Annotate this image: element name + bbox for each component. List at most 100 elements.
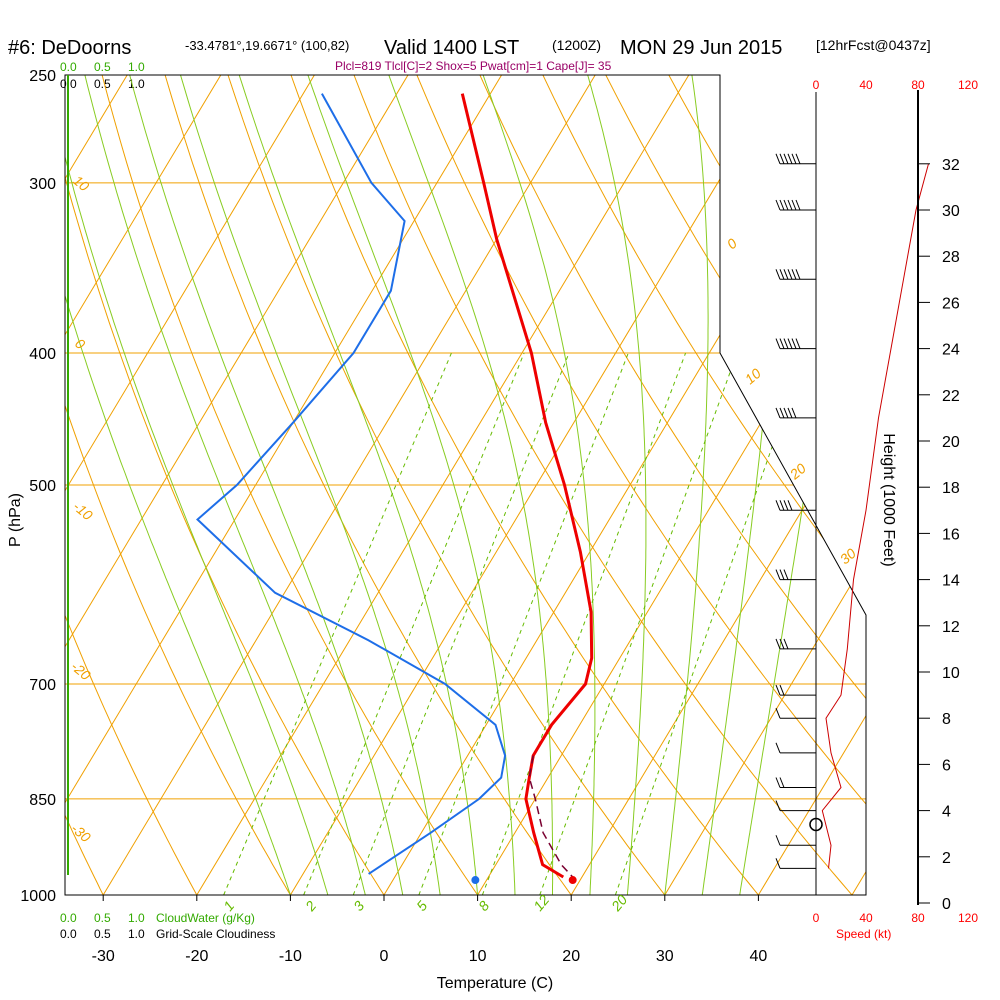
- height-tick-label: 32: [942, 157, 960, 174]
- mixing-ratio-line: [418, 352, 629, 895]
- temperature-tick-label: 30: [656, 948, 674, 965]
- moist-adiabat-line: [65, 75, 329, 895]
- isotherm-line: [477, 75, 866, 895]
- speed-tick-label-top: 80: [911, 78, 925, 92]
- speed-tick-label-top: 40: [859, 78, 873, 92]
- cloud-scale-bottom-green-1: 0.5: [94, 911, 111, 925]
- temperature-line: [460, 93, 594, 879]
- dry-adiabat-label: -30: [68, 820, 94, 845]
- temperature-tick-label: 0: [380, 948, 389, 965]
- mixing-ratio-label: 3: [350, 898, 367, 914]
- mixing-ratio-label: 5: [413, 898, 430, 914]
- pressure-tick-label: 300: [29, 176, 56, 193]
- dry-adiabat-line: [164, 75, 572, 895]
- cloud-scale-bottom-black-0: 0.0: [60, 927, 77, 941]
- wind-barb: [775, 858, 816, 869]
- cloud-scale-top-black-1: 0.5: [94, 77, 111, 91]
- pressure-tick-label: 400: [29, 346, 56, 363]
- cloud-scale-top-green-1: 0.5: [94, 60, 111, 74]
- dry-adiabat-line: [290, 75, 759, 895]
- height-tick-label: 22: [942, 388, 960, 405]
- cloud-scale-bottom-green-0: 0.0: [60, 911, 77, 925]
- dry-adiabat-line: [65, 75, 198, 895]
- temperature-tick-label: -30: [92, 948, 115, 965]
- pressure-axis: 250 300 400 500 700 850 1000: [20, 68, 56, 905]
- isotherm-line: [757, 75, 866, 895]
- dry-adiabat-line: [65, 75, 291, 895]
- wind-barb: [775, 684, 816, 696]
- cloud-scale-bottom-green-2: 1.0: [128, 911, 145, 925]
- speed-axis-label: Speed (kt): [836, 927, 891, 941]
- wind-barb: [775, 708, 816, 719]
- mixing-ratio-lines: [223, 352, 806, 895]
- params-line: Plcl=819 Tlcl[C]=2 Shox=5 Pwat[cm]=1 Cap…: [335, 59, 612, 73]
- height-tick-label: 14: [942, 573, 960, 590]
- cloud-scale-bottom-black-2: 1.0: [128, 927, 145, 941]
- wind-barb: [775, 835, 816, 846]
- pressure-tick-label: 1000: [20, 888, 56, 905]
- isotherm-line: [65, 75, 222, 895]
- dry-adiabat-line: [542, 75, 866, 895]
- dry-adiabat-line: [984, 75, 1000, 895]
- speed-tick-label-bottom: 80: [911, 911, 925, 925]
- wind-barb: [775, 638, 816, 650]
- cloud-scale-top-black-2: 1.0: [128, 77, 145, 91]
- isotherm-line: [289, 75, 783, 895]
- wind-barb: [775, 338, 816, 350]
- mixing-ratio-line: [223, 352, 452, 895]
- dry-adiabat-label: 10: [70, 172, 92, 194]
- dry-adiabat-label: -10: [70, 498, 96, 523]
- isotherm-line: [65, 75, 409, 895]
- temperature-tick-label: -10: [279, 948, 302, 965]
- cloud-water-label: CloudWater (g/Kg): [156, 911, 255, 925]
- valid-utc: (1200Z): [552, 37, 601, 53]
- moist-adiabat-line: [388, 75, 554, 895]
- isotherm-line: [851, 75, 866, 895]
- wind-barb: [775, 407, 816, 419]
- dry-adiabat-label: -20: [68, 658, 94, 683]
- isotherm-label: 30: [837, 545, 859, 567]
- station-title: #6: DeDoorns: [8, 37, 131, 59]
- moist-adiabat-lines: [65, 75, 863, 895]
- height-tick-label: 6: [942, 757, 951, 774]
- height-tick-label: 2: [942, 850, 951, 867]
- parcel-line: [528, 755, 574, 878]
- valid-time: Valid 1400 LST: [384, 37, 519, 59]
- cloud-scale-top-green-0: 0.0: [60, 60, 77, 74]
- dry-adiabat-line: [479, 75, 866, 895]
- height-tick-label: 18: [942, 480, 960, 497]
- dry-adiabat-line: [416, 75, 866, 895]
- moist-adiabat-line: [587, 75, 647, 895]
- temperature-tick-label: 10: [469, 948, 487, 965]
- pressure-tick-label: 250: [29, 68, 56, 85]
- speed-tick-label-bottom: 120: [958, 911, 978, 925]
- pressure-tick-label: 850: [29, 792, 56, 809]
- height-tick-label: 12: [942, 619, 960, 636]
- height-tick-label: 28: [942, 249, 960, 266]
- wind-barb: [775, 569, 816, 581]
- cloud-scale-bottom: 0.0 0.5 1.0 CloudWater (g/Kg) 0.0 0.5 1.…: [60, 911, 275, 941]
- calm-wind-marker: [809, 817, 823, 832]
- cloudiness-label: Grid-Scale Cloudiness: [156, 927, 275, 941]
- moist-adiabat-line: [238, 75, 479, 895]
- dry-adiabat-line: [0, 75, 10, 895]
- mixing-ratio-line: [539, 352, 738, 895]
- mixing-ratio-label: 2: [301, 898, 319, 915]
- height-tick-label: 24: [942, 342, 960, 359]
- height-tick-label: 20: [942, 434, 960, 451]
- height-tick-label: 10: [942, 665, 960, 682]
- pressure-tick-label: 700: [29, 677, 56, 694]
- plot-frame: [64, 74, 867, 896]
- valid-date: MON 29 Jun 2015: [620, 37, 782, 59]
- moist-adiabat-line: [482, 75, 596, 895]
- isotherm-line: [65, 75, 503, 895]
- dry-adiabat-line: [857, 75, 866, 895]
- speed-tick-label-top: 120: [958, 78, 978, 92]
- wind-barb: [775, 800, 816, 812]
- wind-barb: [775, 777, 816, 788]
- wind-barb: [775, 153, 816, 165]
- wind-speed-curve: [821, 163, 929, 869]
